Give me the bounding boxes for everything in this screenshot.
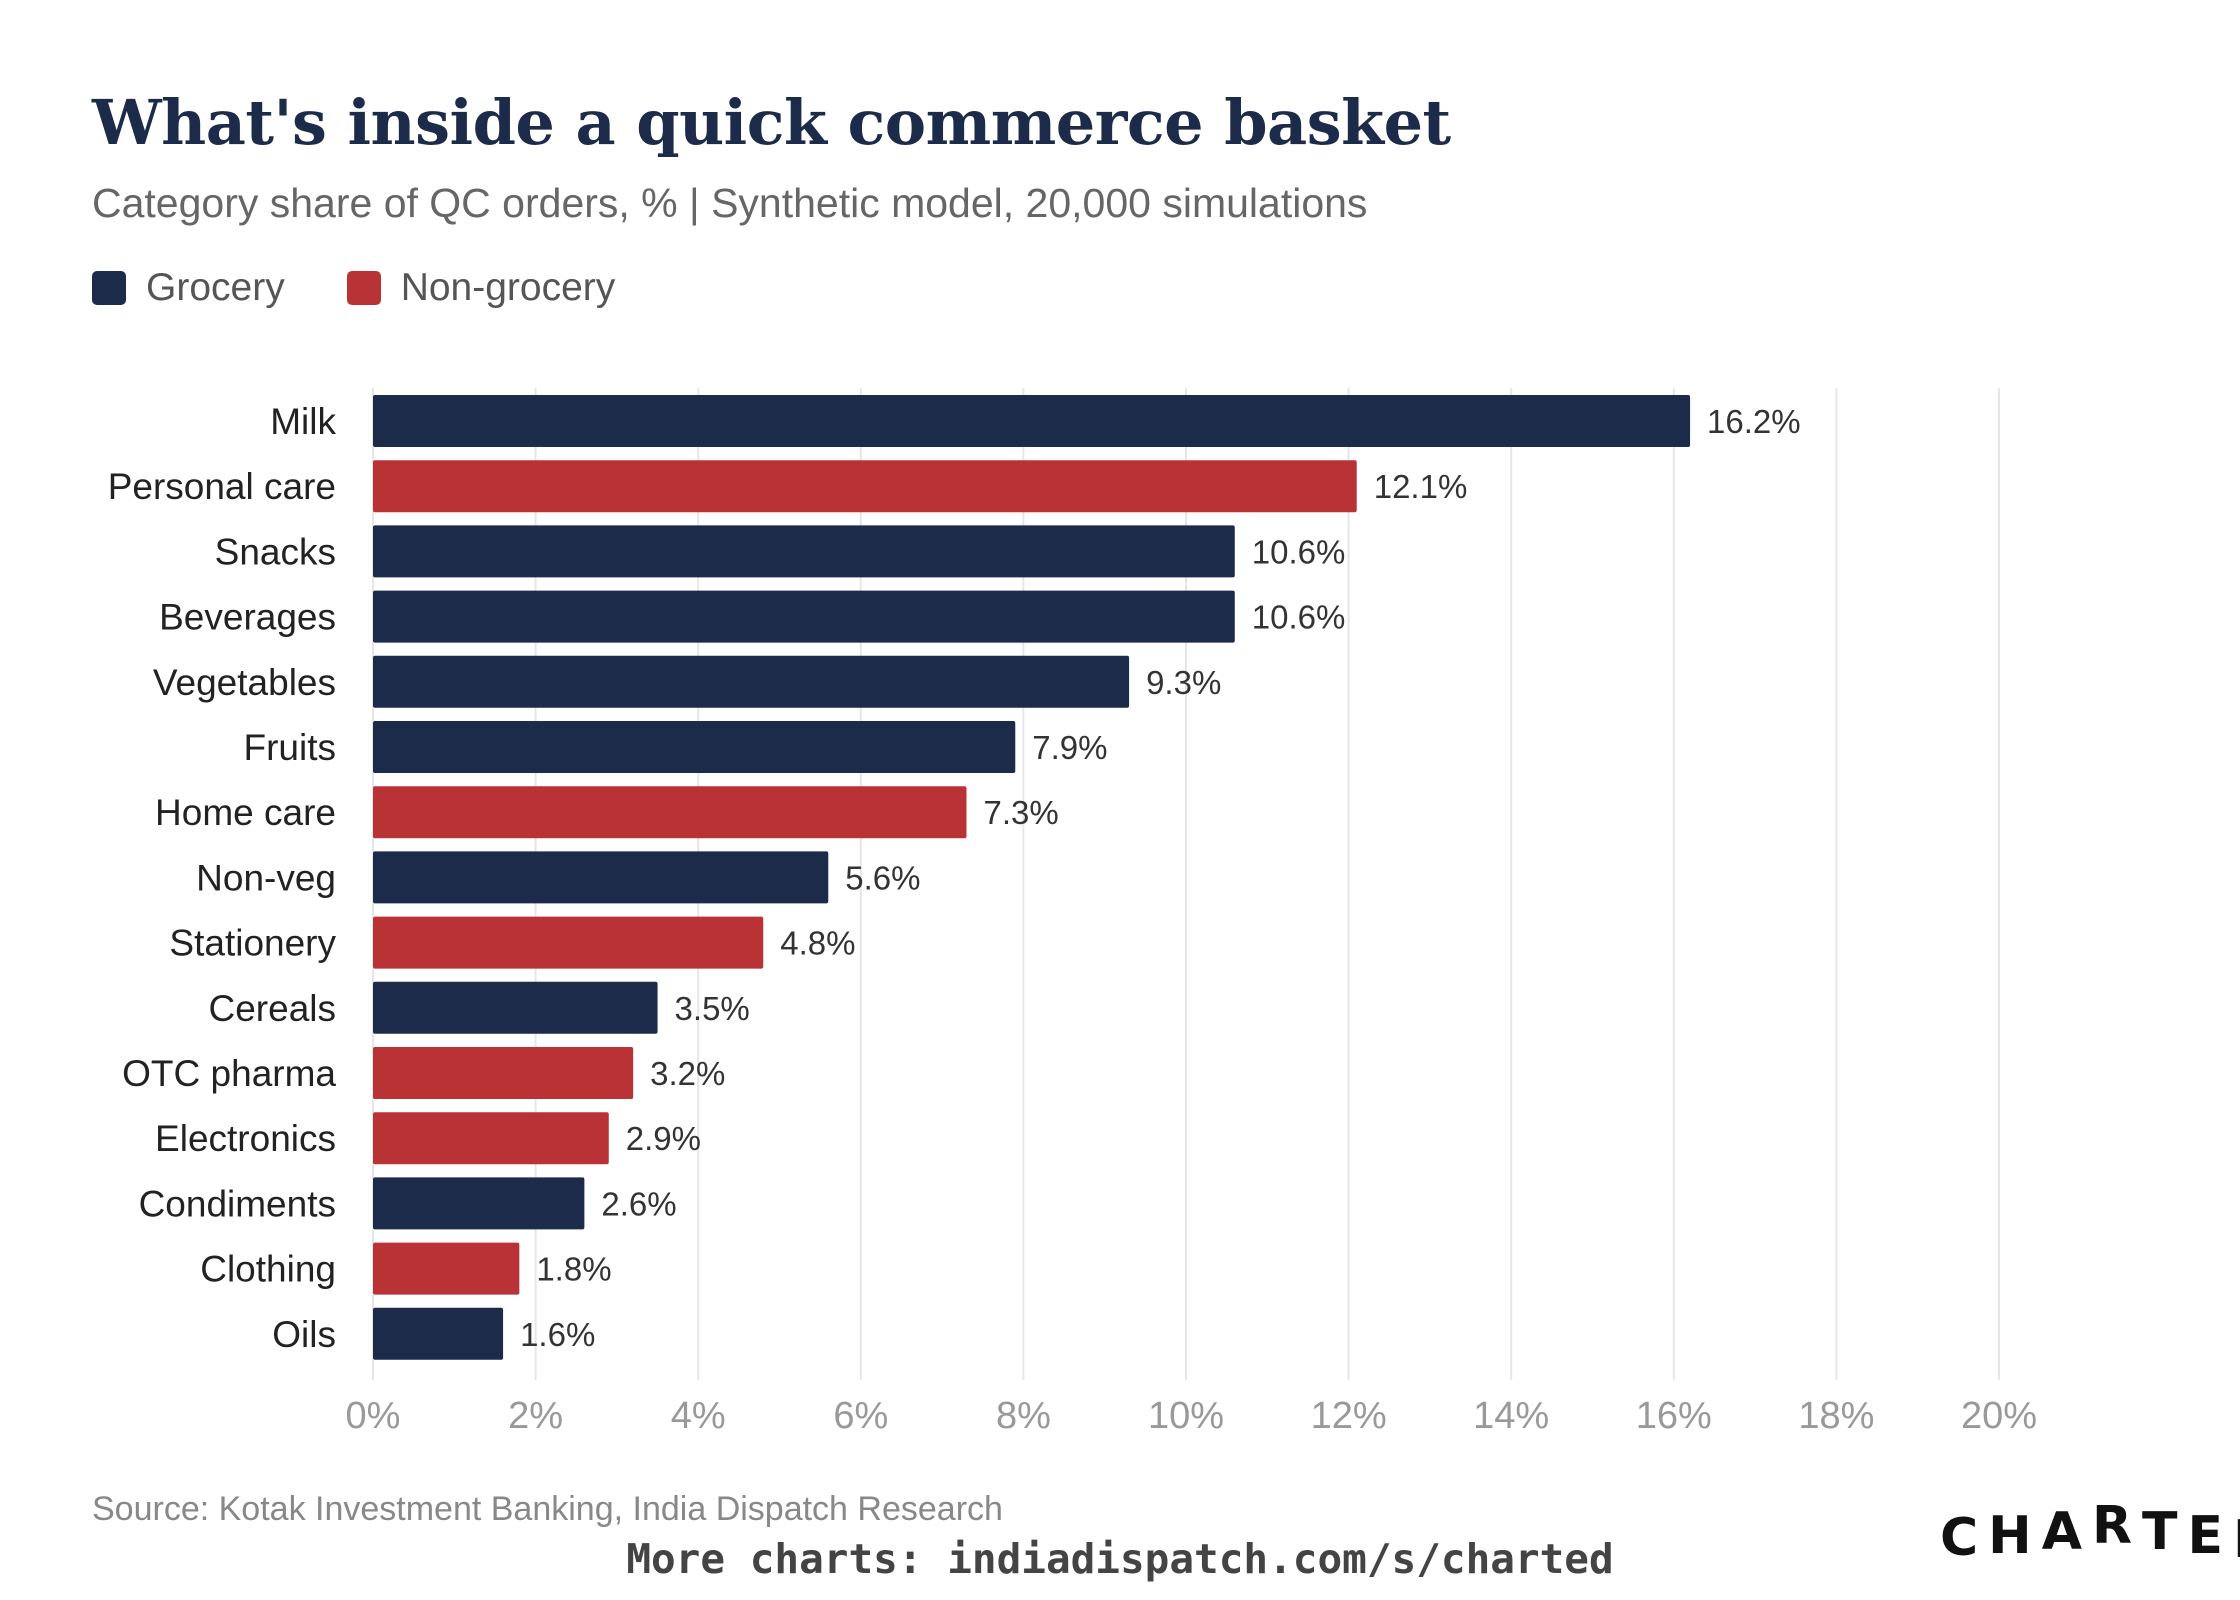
bar-clothing: [373, 1242, 520, 1295]
bar-beverages: [373, 590, 1235, 643]
x-tick-label-12: 12%: [1311, 1395, 1387, 1437]
chart-title: What's inside a quick commerce basket: [92, 86, 1451, 159]
bar-electronics: [373, 1112, 609, 1165]
logo-letter: H: [1988, 1506, 2042, 1566]
x-tick-label-16: 16%: [1636, 1395, 1712, 1437]
x-tick-label-0: 0%: [346, 1395, 401, 1437]
category-label-clothing: Clothing: [200, 1249, 336, 1290]
charted-logo: CHARTED: [1940, 1496, 2240, 1570]
category-label-personal-care: Personal care: [108, 466, 336, 507]
logo-letter: A: [2041, 1502, 2092, 1562]
bar-snacks: [373, 525, 1235, 578]
data-label-vegetables: 9.3%: [1146, 664, 1221, 701]
bar-fruits: [373, 721, 1016, 773]
x-tick-label-18: 18%: [1798, 1395, 1874, 1437]
data-label-personal-care: 12.1%: [1374, 468, 1468, 505]
data-label-otc-pharma: 3.2%: [650, 1055, 725, 1092]
legend-label-non-grocery: Non-grocery: [400, 266, 616, 309]
source-note: Source: Kotak Investment Banking, India …: [92, 1490, 1003, 1528]
category-label-stationery: Stationery: [169, 923, 336, 964]
bar-milk: [373, 395, 1691, 447]
bar-otc-pharma: [373, 1047, 634, 1099]
category-label-cereals: Cereals: [209, 988, 337, 1029]
bar-condiments: [373, 1177, 585, 1230]
bar-personal-care: [373, 460, 1357, 513]
bar-non-veg: [373, 851, 829, 904]
bar-home-care: [373, 786, 967, 839]
bars: [373, 395, 1691, 1360]
data-label-condiments: 2.6%: [601, 1185, 676, 1222]
category-label-vegetables: Vegetables: [153, 662, 336, 703]
logo-letter: C: [1940, 1508, 1989, 1568]
bar-vegetables: [373, 655, 1130, 708]
legend-label-grocery: Grocery: [146, 266, 285, 309]
category-label-electronics: Electronics: [155, 1118, 336, 1159]
more-charts-link[interactable]: More charts: indiadispatch.com/s/charted: [626, 1535, 1614, 1583]
bar-stationery: [373, 916, 764, 969]
logo-letter: T: [2142, 1502, 2188, 1562]
x-axis-ticks: 0% 2% 4% 6% 8% 10% 12% 14% 16% 18% 20%: [346, 1395, 2037, 1437]
category-labels: Milk Personal care Snacks Beverages Vegetabl…: [108, 401, 337, 1355]
x-tick-label-20: 20%: [1961, 1395, 2037, 1437]
x-tick-label-2: 2%: [508, 1395, 563, 1437]
legend-swatch-grocery: [92, 271, 126, 305]
data-labels: 16.2% 12.1% 10.6% 10.6% 9.3% 7.9% 7.3% 5.6% 4.8%…: [520, 403, 1801, 1353]
category-label-fruits: Fruits: [244, 727, 337, 768]
data-label-milk: 16.2%: [1707, 403, 1801, 440]
category-label-oils: Oils: [272, 1314, 336, 1355]
category-label-milk: Milk: [270, 401, 336, 442]
data-label-stationery: 4.8%: [780, 925, 855, 962]
category-label-condiments: Condiments: [139, 1183, 336, 1224]
chart-subtitle: Category share of QC orders, % | Synthet…: [92, 180, 1368, 226]
category-label-home-care: Home care: [155, 792, 336, 833]
bar-cereals: [373, 981, 658, 1034]
data-label-fruits: 7.9%: [1032, 729, 1107, 766]
category-label-snacks: Snacks: [215, 531, 336, 572]
logo-letter: E: [2187, 1506, 2234, 1566]
logo-letter: D: [2233, 1510, 2240, 1570]
x-tick-label-14: 14%: [1473, 1395, 1549, 1437]
data-label-clothing: 1.8%: [536, 1251, 611, 1288]
data-label-home-care: 7.3%: [983, 794, 1058, 831]
data-label-non-veg: 5.6%: [845, 859, 920, 896]
data-label-oils: 1.6%: [520, 1316, 595, 1353]
legend-item-grocery: Grocery: [92, 266, 285, 310]
x-tick-label-6: 6%: [833, 1395, 888, 1437]
data-label-snacks: 10.6%: [1252, 533, 1346, 570]
x-tick-label-8: 8%: [996, 1395, 1051, 1437]
x-tick-label-4: 4%: [671, 1395, 726, 1437]
category-label-beverages: Beverages: [159, 597, 336, 638]
legend: Grocery Non-grocery: [92, 266, 677, 310]
data-label-cereals: 3.5%: [675, 990, 750, 1027]
category-label-otc-pharma: OTC pharma: [122, 1053, 336, 1094]
category-label-non-veg: Non-veg: [196, 857, 336, 898]
bar-chart: Milk Personal care Snacks Beverages Vegetabl…: [108, 388, 2037, 1437]
legend-swatch-non-grocery: [346, 271, 381, 305]
logo-letter: R: [2091, 1496, 2142, 1556]
data-label-beverages: 10.6%: [1252, 599, 1346, 636]
bar-oils: [373, 1307, 504, 1360]
legend-item-non-grocery: Non-grocery: [346, 266, 616, 310]
data-label-electronics: 2.9%: [626, 1120, 701, 1157]
x-tick-label-10: 10%: [1148, 1395, 1224, 1437]
